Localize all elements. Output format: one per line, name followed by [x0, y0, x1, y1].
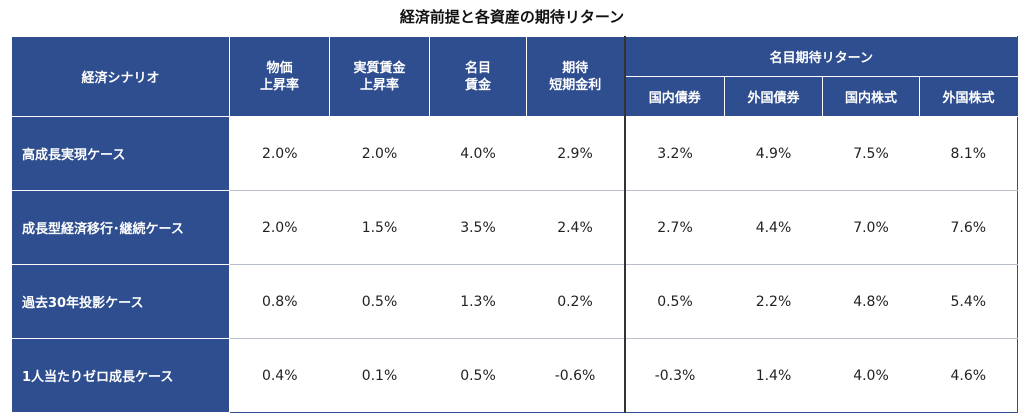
cell-value: 0.5% — [429, 338, 527, 413]
cell-value: 2.0% — [229, 116, 330, 191]
cell-value: 0.2% — [526, 264, 625, 339]
header-nominal-wage-line2: 賃金 — [464, 77, 491, 93]
cell-value: 4.0% — [429, 116, 527, 191]
header-real-wage: 実質賃金 上昇率 — [329, 36, 430, 117]
header-domestic-equity: 国内株式 — [822, 76, 920, 117]
cell-value: 4.9% — [724, 116, 823, 191]
header-foreign-bond: 外国債券 — [724, 76, 823, 117]
header-domestic-bond: 国内債券 — [623, 76, 725, 117]
table-row: 高成長実現ケース 2.0% 2.0% 4.0% 2.9% 3.2% 4.9% 7… — [11, 116, 1019, 191]
cell-value: 1.4% — [724, 338, 823, 413]
header-scenario: 経済シナリオ — [11, 36, 230, 117]
cell-value: 0.8% — [229, 264, 330, 339]
header-inflation: 物価 上昇率 — [229, 36, 330, 117]
row-label: 高成長実現ケース — [11, 116, 230, 191]
cell-value: 8.1% — [919, 116, 1019, 191]
header-inflation-line1: 物価 — [266, 60, 293, 76]
table-row: 成長型経済移行･継続ケース 2.0% 1.5% 3.5% 2.4% 2.7% 4… — [11, 190, 1019, 265]
cell-value: 2.0% — [329, 116, 430, 191]
cell-value: 2.9% — [526, 116, 625, 191]
cell-value: 7.6% — [919, 190, 1019, 265]
cell-value: 5.4% — [919, 264, 1019, 339]
cell-value: 1.5% — [329, 190, 430, 265]
table-row: 過去30年投影ケース 0.8% 0.5% 1.3% 0.2% 0.5% 2.2%… — [11, 264, 1019, 339]
row-label: 1人当たりゼロ成長ケース — [11, 338, 230, 413]
cell-value: 4.4% — [724, 190, 823, 265]
header-nominal-wage-line1: 名目 — [464, 60, 491, 76]
table-title: 経済前提と各資産の期待リターン — [399, 8, 625, 26]
header-nominal-wage: 名目 賃金 — [429, 36, 527, 117]
table-row: 1人当たりゼロ成長ケース 0.4% 0.1% 0.5% -0.6% -0.3% … — [11, 338, 1019, 413]
cell-value: 0.5% — [329, 264, 430, 339]
header-real-wage-line1: 実質賃金 — [353, 60, 406, 76]
cell-value: 0.4% — [229, 338, 330, 413]
cell-value: 1.3% — [429, 264, 527, 339]
cell-value: -0.3% — [623, 338, 725, 413]
cell-value: 2.4% — [526, 190, 625, 265]
cell-value: 2.7% — [623, 190, 725, 265]
cell-value: 4.6% — [919, 338, 1019, 413]
header-foreign-equity: 外国株式 — [918, 76, 1019, 117]
cell-value: 2.0% — [229, 190, 330, 265]
cell-value: 7.5% — [822, 116, 920, 191]
cell-value: 0.1% — [329, 338, 430, 413]
header-nominal-return-group: 名目期待リターン — [623, 36, 1019, 77]
cell-value: 3.5% — [429, 190, 527, 265]
header-short-rate-line1: 期待 — [562, 60, 589, 76]
cell-value: 2.2% — [724, 264, 823, 339]
header-short-rate-line2: 短期金利 — [549, 77, 602, 93]
expected-return-table: 経済シナリオ 物価 上昇率 実質賃金 上昇率 名目 賃金 期待 短期金利 名目期… — [11, 36, 1019, 413]
header-real-wage-line2: 上昇率 — [359, 77, 399, 93]
cell-value: 4.8% — [822, 264, 920, 339]
cell-value: 7.0% — [822, 190, 920, 265]
cell-value: -0.6% — [526, 338, 625, 413]
cell-value: 3.2% — [623, 116, 725, 191]
header-inflation-line2: 上昇率 — [259, 77, 299, 93]
cell-value: 4.0% — [822, 338, 920, 413]
row-label: 成長型経済移行･継続ケース — [11, 190, 230, 265]
header-expected-short-rate: 期待 短期金利 — [526, 36, 625, 117]
cell-value: 0.5% — [623, 264, 725, 339]
row-label: 過去30年投影ケース — [11, 264, 230, 339]
